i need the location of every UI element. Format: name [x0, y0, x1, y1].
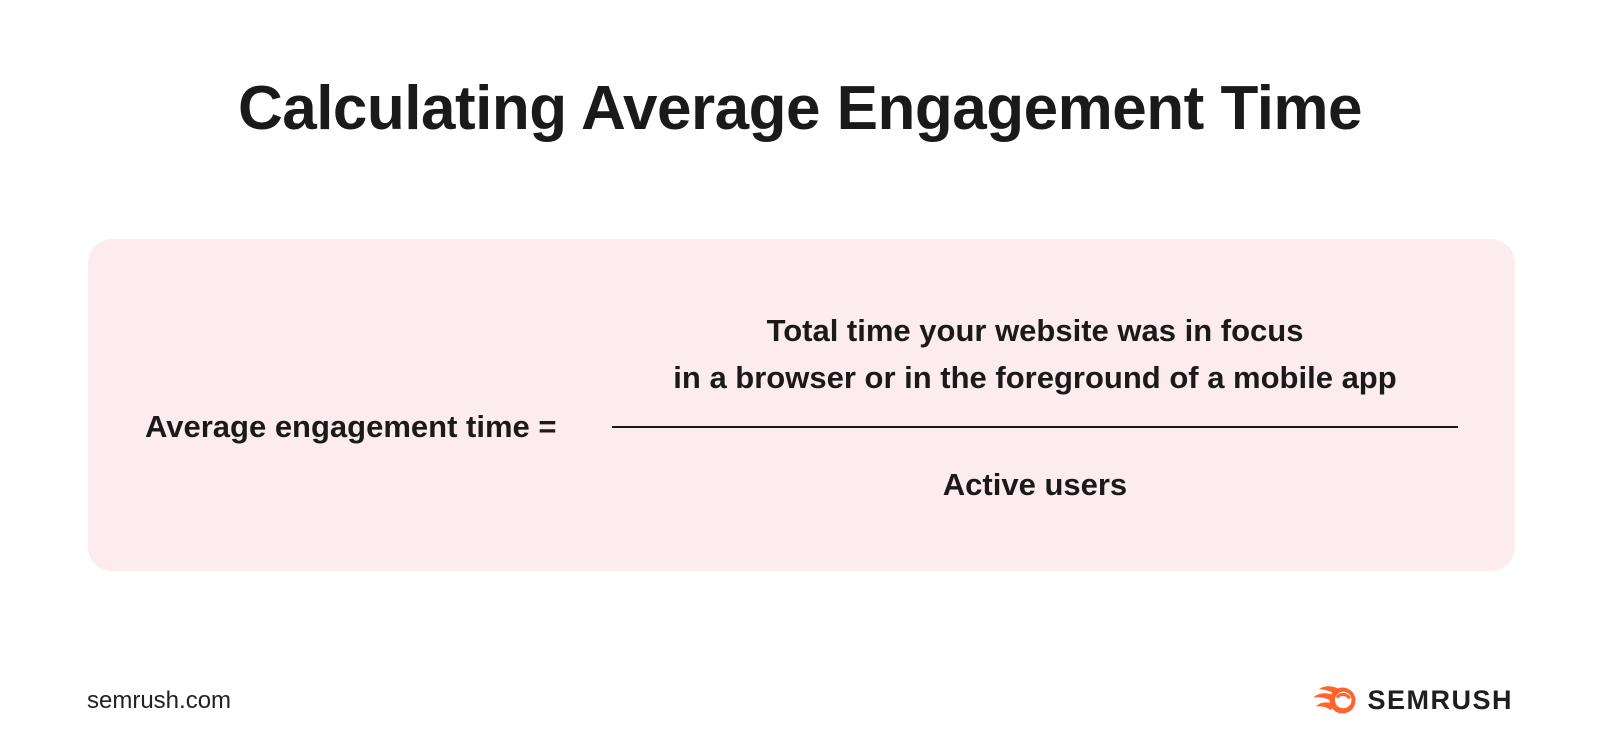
formula-panel: Average engagement time = Total time you… — [88, 239, 1515, 571]
formula-label: Average engagement time = — [145, 409, 557, 444]
numerator-line-1: Total time your website was in focus — [766, 313, 1304, 348]
website-url: semrush.com — [87, 687, 232, 714]
denominator: Active users — [942, 467, 1128, 502]
fraction: Total time your website was in focus in … — [612, 307, 1458, 508]
page-title: Calculating Average Engagement Time — [237, 74, 1363, 143]
semrush-comet-icon — [1313, 682, 1357, 718]
numerator-line-2: in a browser or in the foreground of a m… — [673, 360, 1397, 395]
brand-logo: SEMRUSH — [1313, 682, 1513, 718]
fraction-divider-line — [612, 426, 1458, 428]
brand-wordmark: SEMRUSH — [1367, 685, 1513, 715]
